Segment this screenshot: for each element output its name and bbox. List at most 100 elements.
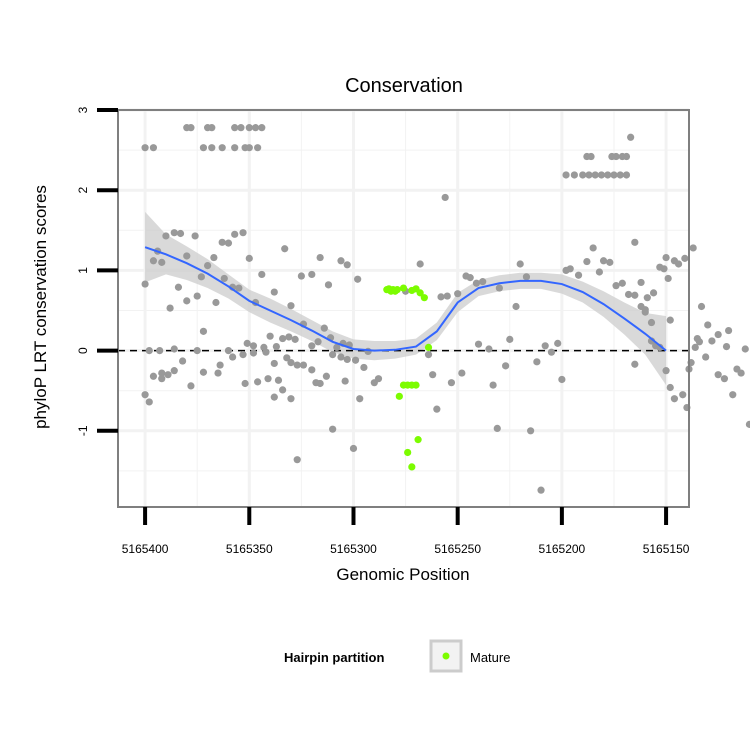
other-point-14 [237,124,245,132]
other-point-140 [493,424,501,433]
mature-point-18 [414,436,422,444]
mature-point-5 [393,286,401,294]
other-point-51 [199,327,208,335]
other-point-116 [145,398,153,406]
other-point-125 [429,371,437,379]
mature-point-14 [412,381,420,389]
x-tick-label-2: 5165300 [330,542,377,556]
other-point-83 [283,354,291,362]
other-point-15 [245,124,253,132]
other-point-143 [506,335,514,343]
other-point-63 [291,335,299,343]
other-point-96 [164,371,172,379]
other-point-101 [216,361,224,369]
other-point-157 [583,257,591,266]
other-point-105 [264,375,272,383]
other-point-23 [170,229,178,237]
other-point-188 [627,133,635,141]
other-point-219 [704,321,712,329]
other-point-46 [354,275,362,283]
other-point-136 [474,340,483,348]
x-tick-label-4: 5165200 [539,542,586,556]
other-point-16 [251,124,260,132]
other-point-170 [662,253,670,262]
other-point-152 [554,339,562,347]
other-point-160 [599,257,608,265]
other-point-172 [562,171,570,179]
other-point-91 [337,353,345,361]
other-point-102 [229,353,237,361]
other-point-195 [662,367,670,375]
other-point-166 [637,278,645,287]
other-point-128 [441,193,449,202]
other-point-197 [670,395,679,403]
x-tick-label-5: 5165150 [643,542,690,556]
other-point-60 [272,342,280,351]
other-point-214 [741,345,749,353]
other-point-97 [170,367,178,375]
other-point-148 [533,358,541,366]
other-point-72 [145,347,153,355]
other-point-112 [341,377,349,385]
y-tick-label-3: 2 [76,187,90,194]
other-point-75 [193,347,201,355]
mature-point-15 [395,392,403,400]
x-tick-label-1: 5165350 [226,542,273,556]
other-point-192 [647,318,656,327]
other-point-137 [479,278,487,286]
other-point-31 [224,239,233,247]
other-point-1 [149,144,158,152]
chart-title: Conservation [345,75,463,97]
other-point-163 [618,279,626,287]
other-point-74 [170,345,178,353]
other-point-194 [656,343,664,351]
other-point-130 [447,379,456,387]
other-point-85 [293,361,301,369]
other-point-24 [176,229,185,238]
other-point-176 [591,171,599,179]
other-point-174 [579,171,587,179]
y-axis-label: phyloP LRT conservation scores [31,185,50,429]
other-point-224 [670,257,679,265]
other-point-111 [329,425,337,433]
other-point-205 [702,353,710,361]
other-point-49 [183,297,191,305]
other-point-139 [489,381,497,389]
other-point-19 [149,257,158,265]
other-point-73 [156,347,164,355]
other-point-220 [697,302,706,311]
other-point-27 [197,273,205,281]
mature-point-10 [420,294,428,302]
other-point-221 [689,244,697,252]
other-point-123 [416,260,424,268]
other-point-84 [287,359,295,367]
other-point-3 [187,124,195,132]
other-point-158 [589,244,597,252]
other-point-135 [472,279,481,287]
other-point-37 [270,288,278,296]
other-point-56 [243,339,251,347]
other-point-127 [437,293,445,301]
other-point-32 [231,230,239,238]
other-point-180 [616,171,624,179]
legend-label-mature: Mature [470,650,510,665]
mature-point-16 [404,448,412,457]
other-point-76 [214,369,222,377]
other-point-131 [454,290,462,298]
y-tick-label-1: 0 [76,347,90,354]
other-point-50 [193,292,201,300]
other-point-87 [308,366,316,374]
other-point-164 [624,290,633,299]
other-point-86 [299,361,308,369]
other-point-196 [666,383,674,392]
other-point-146 [522,273,531,281]
other-point-94 [149,372,158,380]
other-point-47 [166,304,174,312]
other-point-30 [218,238,226,246]
other-point-178 [604,171,612,179]
other-point-162 [612,282,620,290]
other-point-110 [312,379,320,387]
other-point-179 [610,171,618,179]
mature-point-17 [408,463,416,471]
other-point-42 [316,253,324,262]
